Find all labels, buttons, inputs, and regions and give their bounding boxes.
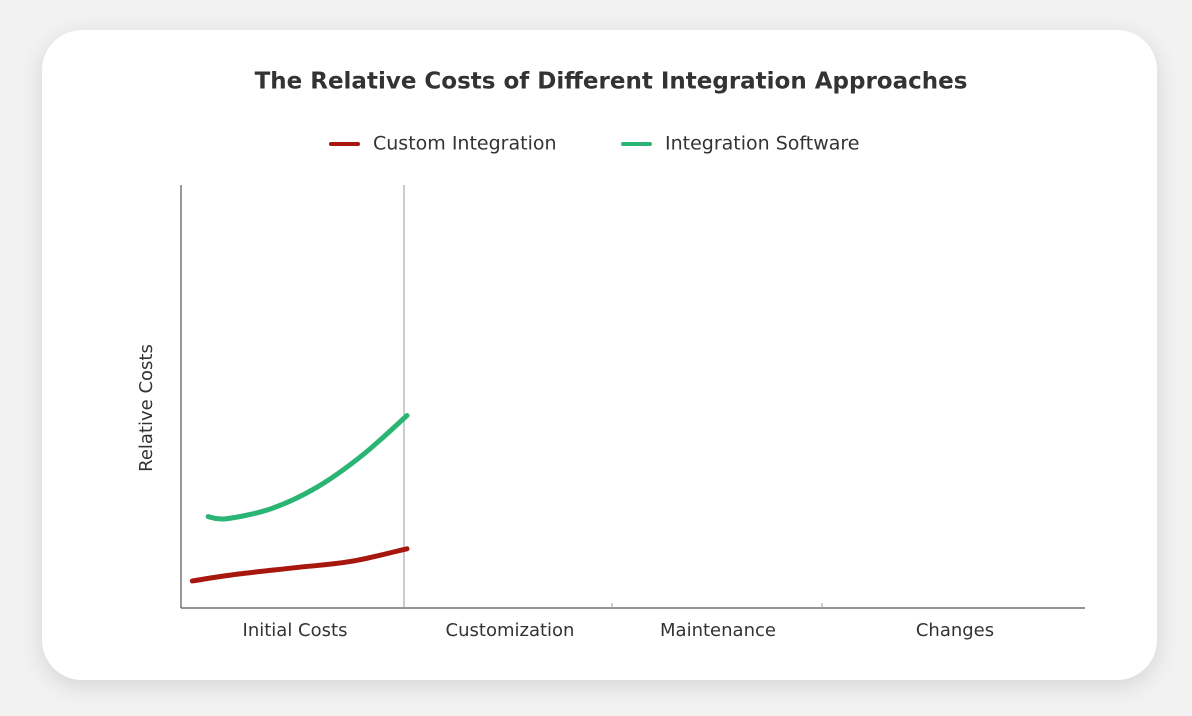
- line: [205, 413, 410, 522]
- legend-label: Custom Integration: [373, 133, 557, 155]
- x-tick-label: Maintenance: [660, 620, 776, 641]
- x-tick-label: Initial Costs: [243, 620, 348, 641]
- line: [189, 546, 410, 584]
- chart-title: The Relative Costs of Different Integrat…: [255, 69, 968, 95]
- legend-label: Integration Software: [665, 133, 860, 155]
- card: [42, 30, 1157, 680]
- x-tick-label: Customization: [446, 620, 575, 641]
- x-tick-label: Changes: [916, 620, 994, 641]
- y-axis-label: Relative Costs: [136, 344, 157, 472]
